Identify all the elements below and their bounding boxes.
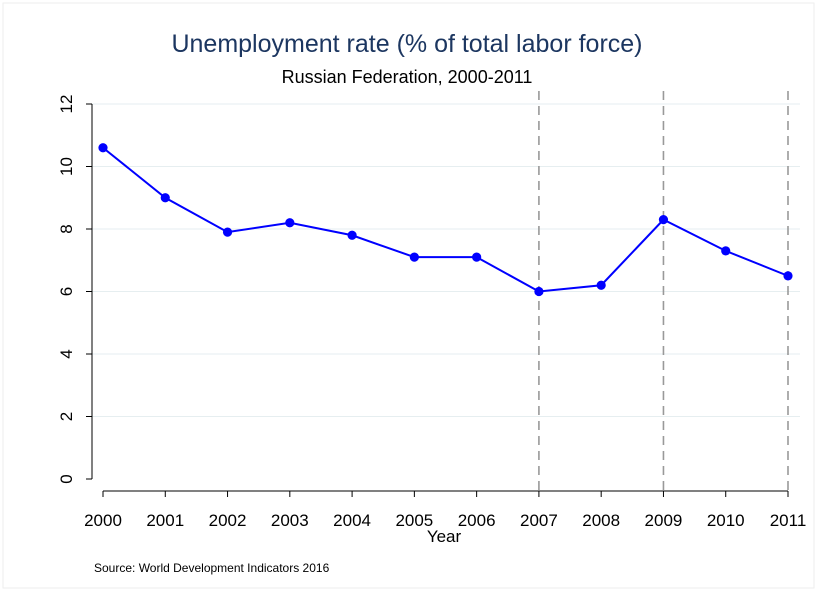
x-tick-label: 2003 <box>271 511 309 530</box>
data-point <box>222 227 233 237</box>
data-point <box>285 218 295 228</box>
x-tick-label: 2009 <box>645 511 683 530</box>
x-tick-label: 2002 <box>209 511 247 530</box>
grid-layer <box>92 103 800 417</box>
x-tick-label: 2007 <box>520 511 558 530</box>
x-tick-label: 2005 <box>395 511 433 530</box>
x-axis-title: Year <box>427 527 462 546</box>
chart-subtitle: Russian Federation, 2000-2011 <box>282 67 533 87</box>
y-tick-label: 0 <box>57 474 76 483</box>
data-point <box>534 286 544 297</box>
data-point <box>98 143 108 153</box>
data-point <box>472 252 482 262</box>
y-tick-label: 4 <box>57 349 76 358</box>
data-point <box>347 230 357 240</box>
chart-title: Unemployment rate (% of total labor forc… <box>171 30 642 58</box>
x-tick-label: 2006 <box>458 511 496 530</box>
x-tick-label: 2001 <box>146 511 184 530</box>
data-point <box>596 280 606 290</box>
axes: 0 2 4 6 8 10 12 2000 2001 2002 2003 2004 2005 2006 200… <box>57 95 806 530</box>
y-tick-label: 6 <box>57 287 76 296</box>
x-tick-label: 2004 <box>333 511 371 530</box>
data-point <box>783 271 793 281</box>
series-line <box>102 146 789 293</box>
y-tick-label: 12 <box>57 95 76 114</box>
x-tick-label: 2011 <box>770 511 807 530</box>
y-tick-label: 2 <box>57 412 76 421</box>
y-tick-label: 8 <box>57 224 76 233</box>
data-point <box>658 215 669 225</box>
x-tick-label: 2000 <box>84 511 122 530</box>
data-point <box>160 193 170 203</box>
source-note: Source: World Development Indicators 201… <box>94 561 330 575</box>
y-tick-label: 10 <box>57 157 76 176</box>
data-point <box>721 246 731 256</box>
series-layer <box>98 143 793 297</box>
data-point <box>409 252 419 262</box>
x-tick-label: 2008 <box>582 511 620 530</box>
x-tick-label: 2010 <box>707 511 745 530</box>
